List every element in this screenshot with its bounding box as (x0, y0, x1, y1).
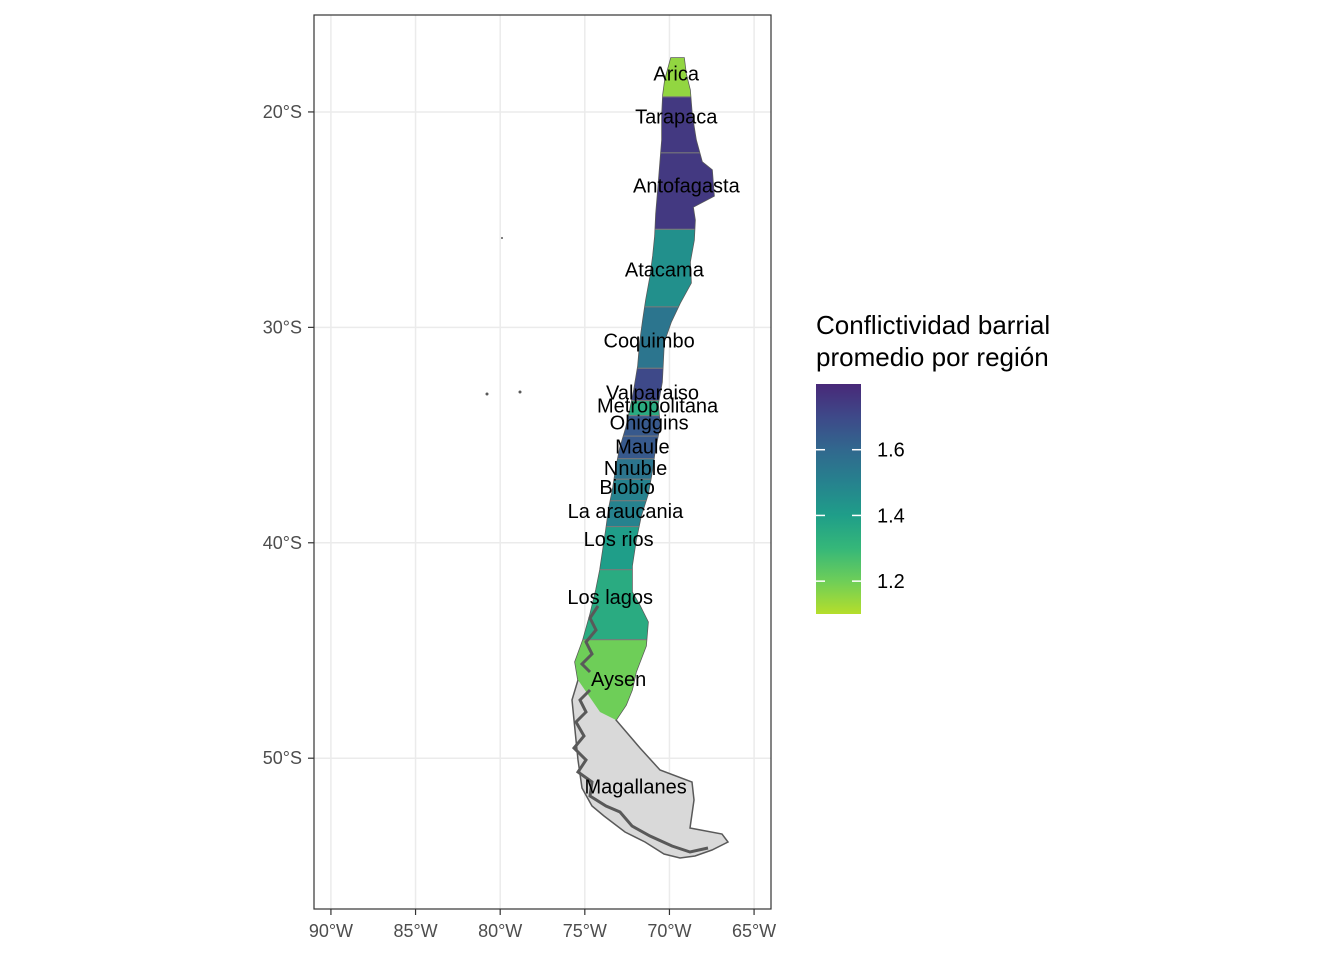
legend-tick-label-2: 1.6 (877, 440, 905, 462)
panel-border (313, 14, 772, 910)
region-label-la-araucania: La araucania (568, 501, 685, 523)
region-label-metropolitana: Metropolitana (597, 395, 719, 417)
region-label-antofagasta: Antofagasta (633, 176, 741, 198)
legend-colorbar (816, 384, 861, 614)
x-tick-label-1: 85°W (393, 921, 437, 941)
island-juanfernandez-1 (485, 392, 489, 396)
legend: Conflictividad barrial promedio por regi… (816, 310, 1050, 614)
region-label-magallanes: Magallanes (584, 777, 686, 799)
legend-tick-label-1: 1.4 (877, 505, 905, 527)
region-labels: Arica Tarapaca Antofagasta Atacama Coquimbo V… (567, 64, 740, 799)
y-tick-label-1: 30°S (263, 317, 302, 337)
region-label-los-lagos: Los lagos (567, 587, 653, 609)
x-tick-label-2: 80°W (478, 921, 522, 941)
region-label-ohiggins: Ohiggins (610, 413, 689, 435)
region-label-aysen: Aysen (591, 669, 646, 691)
region-label-maule: Maule (615, 436, 669, 458)
island-sanfelix (501, 237, 503, 239)
island-juanfernandez-2 (518, 390, 522, 394)
region-label-coquimbo: Coquimbo (604, 331, 695, 353)
x-tick-label-5: 65°W (732, 921, 776, 941)
region-label-valparaiso: Valparaiso (606, 382, 699, 404)
region-label-tarapaca: Tarapaca (635, 107, 718, 129)
magallanes-coast (571, 688, 709, 854)
region-label-arica: Arica (653, 64, 699, 86)
y-axis: 20°S 30°S 40°S 50°S (263, 102, 314, 768)
y-tick-label-3: 50°S (263, 748, 302, 768)
region-label-los-rios: Los rios (584, 529, 654, 551)
legend-title-line-1: Conflictividad barrial (816, 310, 1050, 340)
x-tick-label-3: 75°W (563, 921, 607, 941)
panel-background (314, 15, 771, 909)
x-tick-label-0: 90°W (309, 921, 353, 941)
chiloe-coast (579, 605, 600, 674)
x-axis: 90°W 85°W 80°W 75°W 70°W 65°W (309, 909, 776, 941)
region-label-biobio: Biobio (599, 477, 655, 499)
y-tick-label-2: 40°S (263, 533, 302, 553)
y-tick-label-0: 20°S (263, 102, 302, 122)
legend-title-line-2: promedio por región (816, 342, 1049, 372)
region-label-nnuble: Nnuble (604, 458, 667, 480)
legend-tick-label-0: 1.2 (877, 571, 905, 593)
region-label-atacama: Atacama (625, 260, 705, 282)
x-tick-label-4: 70°W (647, 921, 691, 941)
